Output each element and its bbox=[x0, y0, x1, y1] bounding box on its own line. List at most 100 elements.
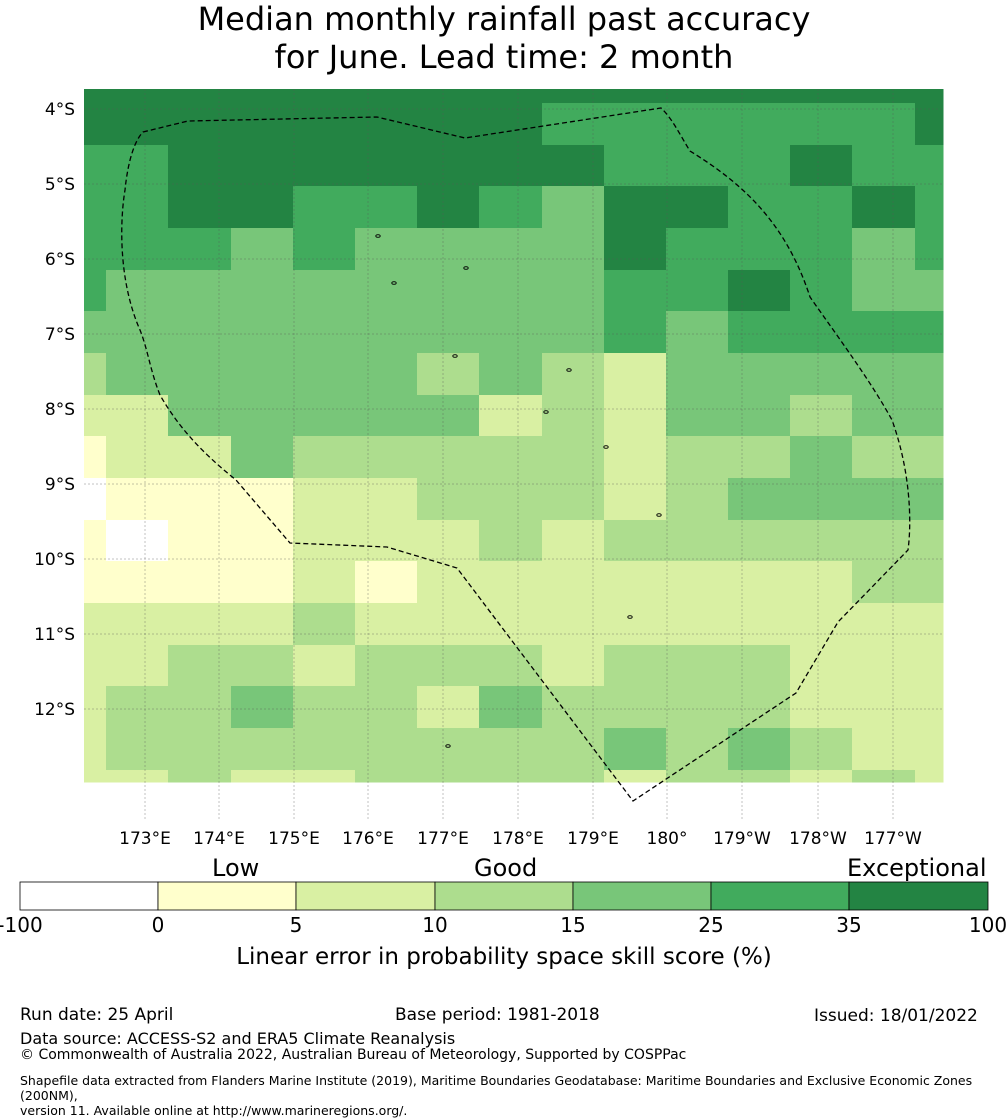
map-cell bbox=[293, 436, 356, 479]
map-cell bbox=[106, 145, 169, 187]
latitude-label: 10°S bbox=[34, 550, 75, 570]
map-cell bbox=[106, 228, 169, 271]
map-cell bbox=[168, 353, 232, 396]
map-cell bbox=[355, 436, 418, 479]
map-cell bbox=[355, 270, 418, 312]
map-cell bbox=[728, 645, 791, 687]
map-cell bbox=[542, 145, 605, 187]
shapefile-credit: Shapefile data extracted from Flanders M… bbox=[20, 1073, 1008, 1118]
map-cell bbox=[479, 186, 543, 229]
map-cell bbox=[604, 270, 667, 312]
map-cell bbox=[168, 186, 232, 229]
map-cell bbox=[604, 103, 667, 146]
map-cell bbox=[106, 561, 169, 604]
map-cell bbox=[728, 395, 791, 437]
map-cell bbox=[728, 89, 791, 104]
map-cell bbox=[479, 270, 543, 312]
map-cell bbox=[542, 603, 605, 646]
map-cell bbox=[84, 228, 107, 271]
map-cell bbox=[84, 395, 107, 437]
latitude-label: 7°S bbox=[45, 325, 75, 345]
map-cell bbox=[666, 395, 729, 437]
longitude-label: 179°W bbox=[713, 829, 771, 849]
map-cell bbox=[355, 770, 418, 783]
map-cell bbox=[666, 645, 729, 687]
map-cell bbox=[666, 478, 729, 521]
map-cell bbox=[106, 770, 169, 783]
map-cell bbox=[417, 89, 480, 104]
map-cell bbox=[604, 728, 667, 771]
map-cell bbox=[84, 353, 107, 396]
map-cell bbox=[728, 770, 791, 783]
map-cell bbox=[168, 103, 232, 146]
longitude-label: 180° bbox=[647, 829, 688, 849]
map-cell bbox=[293, 561, 356, 604]
map-cell bbox=[84, 686, 107, 729]
map-cell bbox=[915, 145, 944, 187]
map-cell bbox=[542, 686, 605, 729]
map-cell bbox=[852, 645, 916, 687]
map-cell bbox=[355, 686, 418, 729]
latitude-label: 12°S bbox=[34, 700, 75, 720]
map-cell bbox=[479, 645, 543, 687]
map-cell bbox=[790, 103, 853, 146]
map-cell bbox=[479, 770, 543, 783]
category-good: Good bbox=[474, 854, 538, 882]
map-cell bbox=[168, 561, 232, 604]
map-cell bbox=[479, 478, 543, 521]
longitude-label: 178°W bbox=[789, 829, 847, 849]
map-cell bbox=[84, 561, 107, 604]
map-cell bbox=[231, 728, 294, 771]
map-cell bbox=[231, 395, 294, 437]
map-cell bbox=[293, 89, 356, 104]
map-cell bbox=[293, 728, 356, 771]
map-cell bbox=[417, 603, 480, 646]
map-cell bbox=[604, 770, 667, 783]
map-area: 4°S 5°S 6°S 7°S 8°S 9°S 10°S 11°S 12°S 173°E 174°E… bbox=[34, 89, 944, 849]
map-cell bbox=[84, 478, 107, 521]
map-cell bbox=[790, 395, 853, 437]
map-cell bbox=[417, 228, 480, 271]
map-cell bbox=[417, 353, 480, 396]
map-cell bbox=[915, 228, 944, 271]
map-cell bbox=[168, 728, 232, 771]
colorbar bbox=[19, 881, 989, 911]
map-cell bbox=[479, 228, 543, 271]
map-cell bbox=[293, 395, 356, 437]
map-cell bbox=[915, 728, 944, 771]
map-cell bbox=[355, 228, 418, 271]
map-cell bbox=[417, 561, 480, 604]
island-outline bbox=[463, 266, 469, 270]
island-outline bbox=[391, 281, 397, 285]
map-cell bbox=[790, 686, 853, 729]
map-cell bbox=[168, 478, 232, 521]
map-cell bbox=[728, 311, 791, 354]
map-cell bbox=[728, 603, 791, 646]
map-cell bbox=[417, 311, 480, 354]
skill-map: 4°S 5°S 6°S 7°S 8°S 9°S 10°S 11°S 12°S 173°E 174°E… bbox=[34, 89, 944, 849]
map-cell bbox=[355, 353, 418, 396]
map-cell bbox=[231, 645, 294, 687]
map-cell bbox=[293, 311, 356, 354]
run-date: Run date: 25 April bbox=[20, 1005, 174, 1025]
colorbar-tick: 0 bbox=[151, 913, 165, 937]
map-cell bbox=[542, 103, 605, 146]
map-cell bbox=[790, 228, 853, 271]
map-cell bbox=[293, 603, 356, 646]
map-cell bbox=[106, 395, 169, 437]
map-cell bbox=[293, 686, 356, 729]
map-cell bbox=[168, 145, 232, 187]
island-outline bbox=[603, 445, 609, 449]
map-cell bbox=[604, 520, 667, 562]
map-cell bbox=[106, 270, 169, 312]
map-cell bbox=[417, 520, 480, 562]
map-cell bbox=[231, 89, 294, 104]
colorbar-segment bbox=[434, 881, 574, 911]
latitude-label: 4°S bbox=[45, 100, 75, 120]
map-cell bbox=[915, 645, 944, 687]
island-outline bbox=[656, 513, 662, 517]
issued-date: Issued: 18/01/2022 bbox=[814, 1006, 978, 1026]
map-cell bbox=[790, 186, 853, 229]
map-cell bbox=[604, 561, 667, 604]
map-cell bbox=[666, 103, 729, 146]
